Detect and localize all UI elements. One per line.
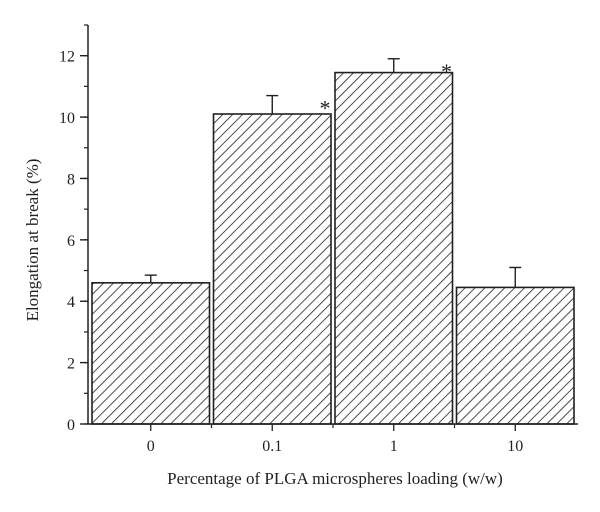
y-tick-label-0: 0 [67,417,75,434]
x-tick-label-10: 10 [507,438,523,455]
significance-mark-1: * [441,59,452,84]
bar-1 [334,71,454,425]
axes-layer [80,24,578,431]
y-axis-title: Elongation at break (%) [23,159,42,322]
labels-layer: 0 0.1 * 1 * 10 0 2 4 6 8 10 12 [59,49,523,455]
x-tick-label-0.1: 0.1 [262,438,282,455]
bars-layer [91,71,575,425]
error-bars-layer [144,58,522,288]
y-tick-label-12: 12 [59,49,75,66]
y-tick-label-4: 4 [67,294,75,311]
bar-0 [91,282,211,425]
y-tick-label-10: 10 [59,110,75,127]
x-tick-label-0: 0 [147,438,155,455]
bar-0.1 [212,113,332,425]
y-tick-label-6: 6 [67,233,75,250]
y-tick-label-8: 8 [67,171,75,188]
x-axis-title: Percentage of PLGA microspheres loading … [167,469,503,488]
significance-mark-0.1: * [320,96,331,121]
x-tick-label-1: 1 [390,438,398,455]
y-tick-label-2: 2 [67,356,75,373]
bar-10 [455,286,575,425]
